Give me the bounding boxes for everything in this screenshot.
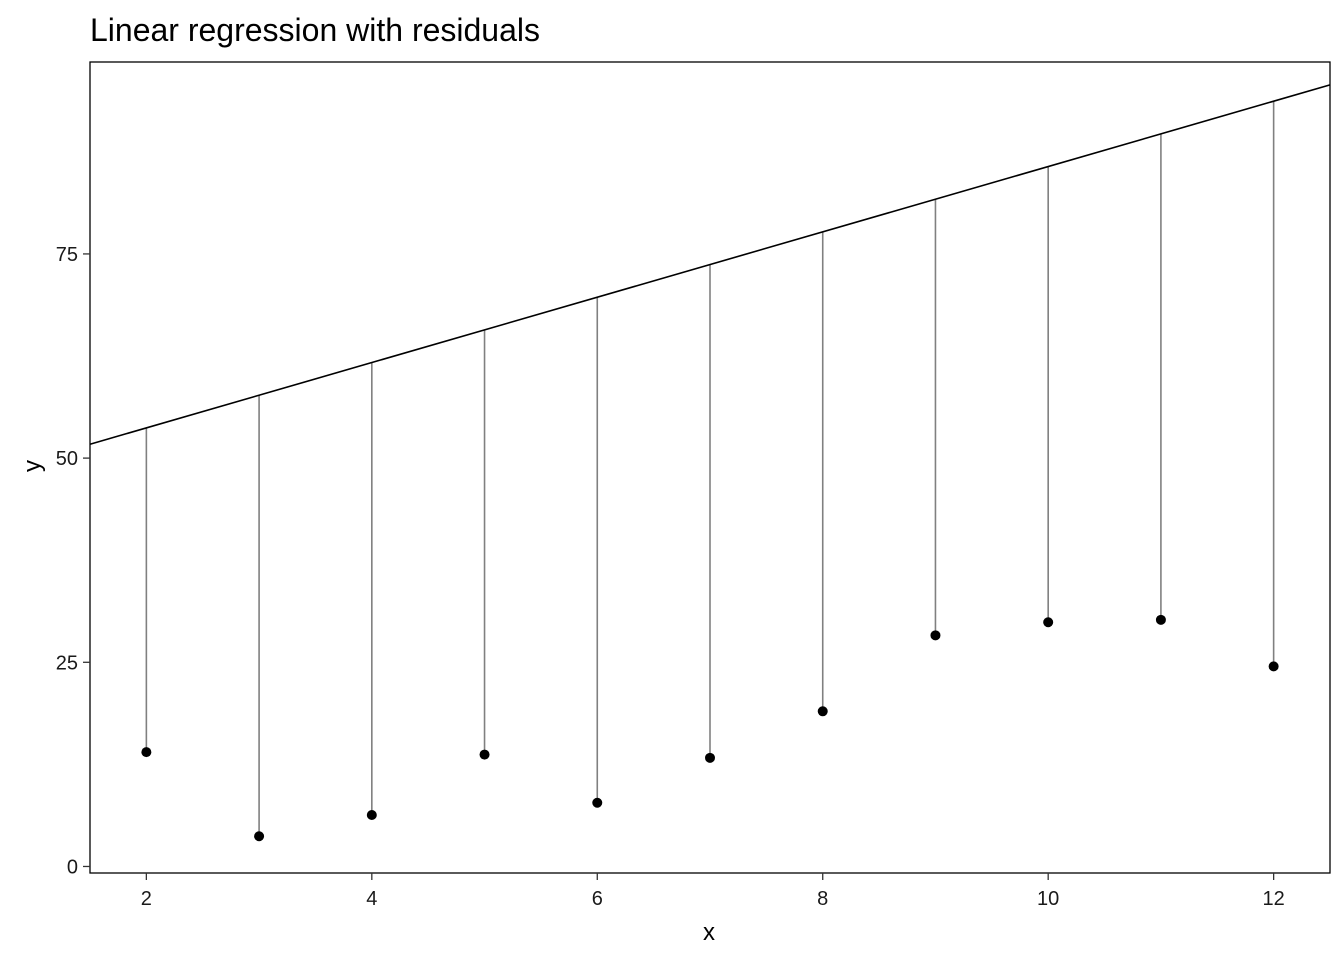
data-point: [141, 747, 152, 758]
data-point: [705, 752, 715, 763]
x-tick-label: 4: [366, 888, 377, 910]
y-tick-label: 75: [56, 244, 78, 266]
regression-line: [89, 84, 1331, 445]
y-axis-label: y: [19, 460, 46, 472]
y-axis-ticks: 0 25 50 75: [56, 244, 90, 878]
data-point: [366, 810, 377, 821]
x-tick-label: 8: [817, 888, 828, 910]
y-tick-label: 50: [56, 448, 78, 470]
x-tick-label: 2: [141, 888, 152, 910]
chart-title: Linear regression with residuals: [90, 12, 540, 48]
x-tick-label: 6: [592, 888, 603, 910]
regression-line-group: [89, 84, 1331, 445]
residual-lines: [145, 101, 1275, 837]
x-axis-label: x: [703, 919, 715, 946]
data-points: [141, 614, 1279, 842]
x-tick-label: 10: [1037, 888, 1059, 910]
data-point: [592, 797, 603, 808]
data-point: [1268, 661, 1279, 672]
data-point: [254, 831, 265, 842]
data-point: [1155, 614, 1166, 625]
data-point: [1043, 617, 1054, 628]
y-tick-label: 0: [67, 856, 78, 878]
y-tick-label: 25: [56, 652, 78, 674]
data-point: [930, 630, 941, 641]
data-point: [479, 749, 490, 760]
data-point: [817, 706, 828, 717]
x-tick-label: 12: [1263, 888, 1285, 910]
plot-frame: [89, 61, 1331, 874]
x-axis-ticks: 2 4 6 8 10 12: [141, 873, 1285, 910]
